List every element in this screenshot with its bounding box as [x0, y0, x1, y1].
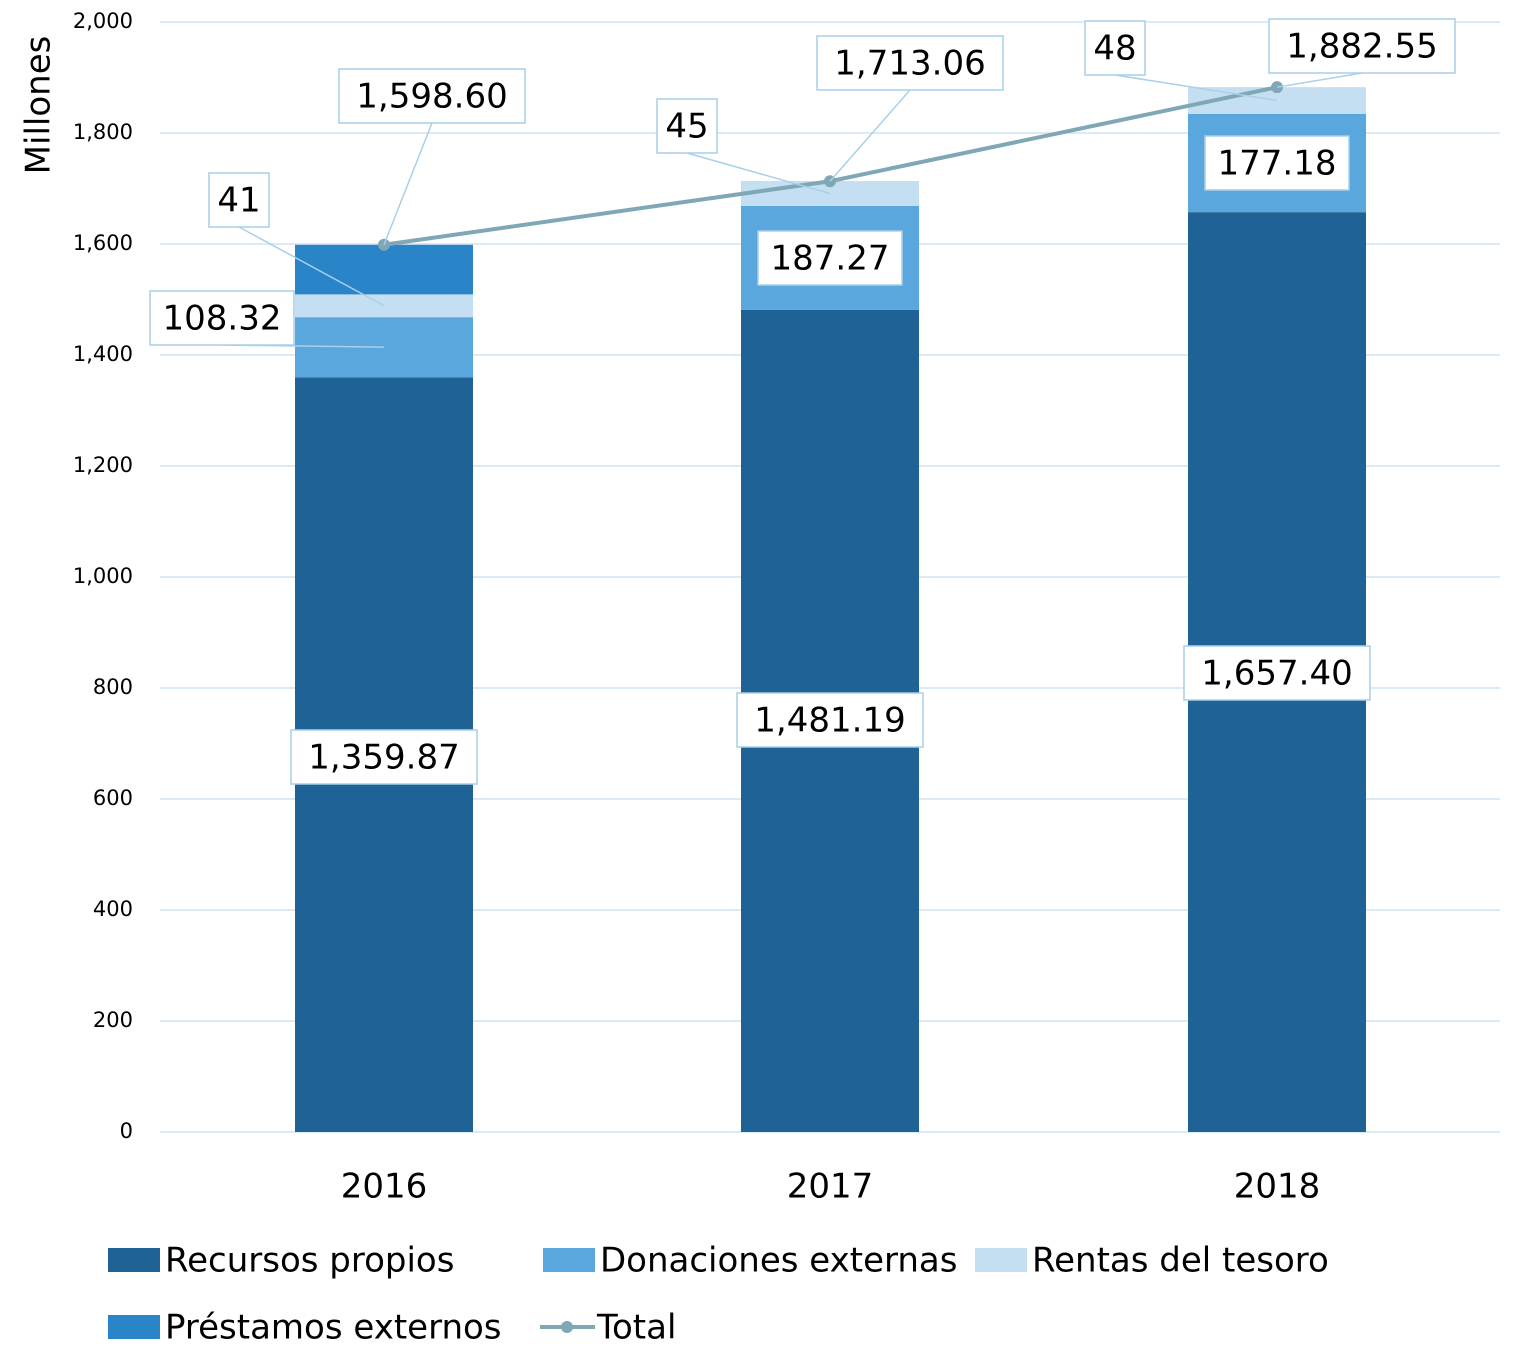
data-label: 41	[217, 181, 260, 221]
y-axis-title: Millones	[19, 36, 59, 175]
legend-swatch	[108, 1248, 160, 1272]
y-tick-label: 1,400	[73, 342, 133, 366]
legend-label: Préstamos externos	[165, 1308, 502, 1346]
data-label: 45	[665, 107, 708, 147]
legend-label: Donaciones externas	[600, 1241, 957, 1281]
x-tick-label: 2018	[1234, 1167, 1321, 1207]
data-label: 1,882.55	[1286, 27, 1437, 67]
legend-label: Total	[596, 1308, 676, 1346]
data-label: 1,359.87	[308, 738, 459, 778]
y-tick-label: 1,000	[73, 564, 133, 588]
y-tick-label: 400	[93, 897, 133, 921]
legend-marker	[561, 1321, 573, 1333]
leader-line	[1114, 74, 1278, 102]
legend-label: Recursos propios	[165, 1241, 454, 1281]
label-box	[1268, 18, 1456, 74]
leader-line	[829, 89, 911, 182]
label-box	[290, 729, 478, 785]
data-label: 177.18	[1218, 144, 1337, 184]
legend-label: Rentas del tesoro	[1032, 1241, 1329, 1281]
legend-swatch	[108, 1315, 160, 1339]
y-tick-label: 1,800	[73, 120, 133, 144]
label-box	[736, 692, 924, 748]
data-label: 187.27	[771, 239, 890, 279]
label-box	[149, 290, 295, 346]
data-label: 108.32	[163, 299, 282, 339]
data-label: 1,481.19	[754, 701, 905, 741]
leader-line	[383, 122, 433, 246]
label-box	[1183, 645, 1371, 701]
y-tick-label: 2,000	[73, 9, 133, 33]
label-box	[338, 68, 526, 124]
bar-segment	[295, 244, 473, 295]
data-label: 48	[1093, 29, 1136, 69]
y-tick-label: 800	[93, 675, 133, 699]
x-tick-label: 2017	[787, 1167, 874, 1207]
label-box	[208, 172, 270, 228]
label-box	[1204, 135, 1350, 191]
legend-swatch	[543, 1248, 595, 1272]
data-label: 1,598.60	[356, 77, 507, 117]
label-box	[656, 98, 718, 154]
x-tick-label: 2016	[341, 1167, 428, 1207]
data-label: 1,713.06	[834, 44, 985, 84]
data-label: 1,657.40	[1201, 654, 1352, 694]
label-box	[816, 35, 1004, 91]
leader-line	[238, 226, 385, 307]
leader-line	[686, 152, 831, 195]
y-tick-label: 1,600	[73, 231, 133, 255]
legend-swatch	[975, 1248, 1027, 1272]
label-box	[757, 230, 903, 286]
leader-line	[1276, 72, 1363, 88]
y-tick-label: 200	[93, 1008, 133, 1032]
label-box	[1084, 20, 1146, 76]
y-tick-label: 1,200	[73, 453, 133, 477]
y-tick-label: 0	[120, 1119, 133, 1143]
y-tick-label: 600	[93, 786, 133, 810]
